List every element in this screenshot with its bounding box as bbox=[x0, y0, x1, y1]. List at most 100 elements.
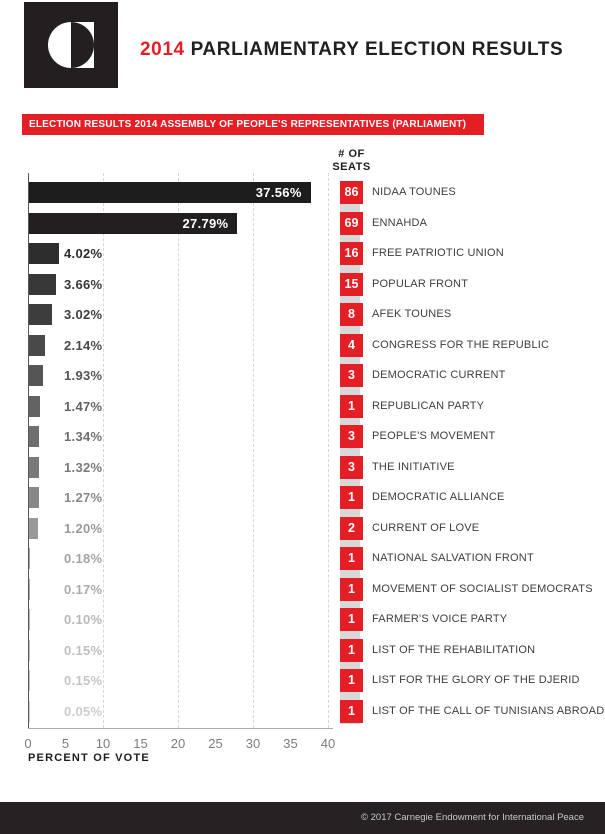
gridline bbox=[103, 173, 104, 728]
footer-bar: © 2017 Carnegie Endowment for Internatio… bbox=[0, 802, 605, 834]
x-tick-label: 5 bbox=[61, 736, 70, 751]
vote-bar bbox=[29, 182, 311, 203]
party-label: NATIONAL SALVATION FRONT bbox=[372, 552, 534, 564]
vote-percent-label: 3.02% bbox=[64, 307, 103, 322]
seats-badge: 1 bbox=[340, 608, 363, 631]
seats-badge: 1 bbox=[340, 638, 363, 662]
party-label: ENNAHDA bbox=[372, 216, 428, 229]
seats-column-header: # OF SEATS bbox=[311, 148, 392, 174]
party-label: LIST OF THE REHABILITATION bbox=[372, 643, 536, 656]
gridline bbox=[328, 173, 329, 728]
section-banner: ELECTION RESULTS 2014 ASSEMBLY OF PEOPLE… bbox=[22, 114, 484, 135]
vote-percent-label: 1.20% bbox=[64, 520, 103, 536]
party-label: FREE PATRIOTIC UNION bbox=[372, 247, 504, 259]
x-axis bbox=[28, 728, 333, 729]
vote-percent-label: 4.02% bbox=[64, 246, 103, 261]
vote-bar bbox=[29, 304, 52, 325]
seats-badge: 2 bbox=[340, 516, 363, 540]
y-axis bbox=[28, 173, 29, 728]
vote-bar bbox=[29, 639, 31, 661]
seats-header-line1: # OF bbox=[338, 148, 365, 160]
seats-badge: 4 bbox=[340, 333, 363, 357]
party-label: FARMER'S VOICE PARTY bbox=[372, 613, 508, 625]
party-label: PEOPLE'S MOVEMENT bbox=[372, 430, 496, 442]
party-label: THE INITIATIVE bbox=[372, 460, 455, 473]
x-tick-label: 25 bbox=[208, 736, 223, 751]
seats-badge: 1 bbox=[340, 547, 363, 570]
vote-percent-label: 0.10% bbox=[64, 612, 103, 627]
seats-badge: 8 bbox=[340, 303, 363, 326]
vote-bar bbox=[29, 517, 38, 539]
seats-badge: 3 bbox=[340, 425, 363, 448]
party-label: DEMOCRATIC CURRENT bbox=[372, 369, 506, 381]
seats-badge: 3 bbox=[340, 455, 363, 479]
x-tick-label: 35 bbox=[283, 736, 298, 751]
vote-percent-label: 27.79% bbox=[182, 215, 229, 231]
vote-percent-label: 0.15% bbox=[64, 642, 103, 658]
seats-badge: 1 bbox=[340, 486, 363, 509]
title-year: 2014 bbox=[140, 39, 185, 60]
party-label: NIDAA TOUNES bbox=[372, 186, 456, 198]
party-label: DEMOCRATIC ALLIANCE bbox=[372, 491, 505, 503]
vote-percent-label: 1.32% bbox=[64, 459, 103, 475]
vote-bar bbox=[29, 548, 31, 569]
x-tick-label: 30 bbox=[245, 736, 261, 751]
vote-percent-label: 0.17% bbox=[64, 581, 103, 597]
vote-percent-label: 1.47% bbox=[64, 398, 103, 414]
seats-badge: 69 bbox=[340, 211, 363, 235]
seats-badge: 1 bbox=[340, 577, 363, 601]
vote-bar bbox=[29, 365, 44, 386]
vote-percent-label: 1.34% bbox=[64, 429, 103, 444]
vote-percent-label: 37.56% bbox=[255, 185, 302, 200]
vote-bar bbox=[29, 334, 46, 356]
party-label: LIST OF THE CALL OF TUNISIANS ABROAD bbox=[372, 704, 605, 717]
vote-percent-label: 0.18% bbox=[64, 551, 103, 566]
vote-bar bbox=[29, 395, 41, 417]
carnegie-logo bbox=[24, 2, 118, 88]
x-tick-label: 15 bbox=[133, 736, 148, 751]
seats-badge: 15 bbox=[340, 272, 363, 296]
vote-percent-label: 1.93% bbox=[64, 368, 103, 383]
vote-percent-label: 3.66% bbox=[64, 276, 103, 292]
party-label: CONGRESS FOR THE REPUBLIC bbox=[372, 338, 550, 351]
party-label: REPUBLICAN PARTY bbox=[372, 399, 485, 412]
vote-bar bbox=[29, 578, 31, 600]
x-axis-label: PERCENT OF VOTE bbox=[28, 752, 150, 764]
page-title: 2014 PARLIAMENTARY ELECTION RESULTS bbox=[140, 38, 563, 61]
party-label: CURRENT OF LOVE bbox=[372, 521, 480, 534]
seats-header-line2: SEATS bbox=[332, 161, 371, 173]
vote-bar bbox=[29, 609, 30, 630]
copyright-text: © 2017 Carnegie Endowment for Internatio… bbox=[361, 812, 584, 823]
party-label: POPULAR FRONT bbox=[372, 277, 469, 290]
party-label: AFEK TOUNES bbox=[372, 308, 452, 320]
vote-bar bbox=[29, 670, 31, 691]
vote-percent-label: 0.15% bbox=[64, 673, 103, 688]
vote-percent-label: 2.14% bbox=[64, 337, 103, 353]
vote-bar bbox=[29, 456, 39, 478]
x-tick-label: 40 bbox=[320, 736, 336, 751]
seats-badge: 3 bbox=[340, 364, 363, 387]
seats-badge: 1 bbox=[340, 394, 363, 418]
x-tick-label: 0 bbox=[24, 736, 32, 751]
x-tick-label: 20 bbox=[170, 736, 186, 751]
vote-bar bbox=[29, 243, 60, 264]
seats-badge: 1 bbox=[340, 699, 363, 723]
party-label: LIST FOR THE GLORY OF THE DJERID bbox=[372, 674, 580, 686]
vote-bar bbox=[29, 700, 30, 722]
logo-circle-left-half bbox=[48, 22, 71, 68]
x-tick-label: 10 bbox=[95, 736, 111, 751]
vote-bar bbox=[29, 487, 39, 508]
title-text: PARLIAMENTARY ELECTION RESULTS bbox=[190, 39, 564, 60]
vote-bar bbox=[29, 426, 40, 447]
gridline bbox=[253, 173, 254, 728]
vote-percent-label: 1.27% bbox=[64, 490, 103, 505]
vote-bar bbox=[29, 212, 238, 234]
vote-percent-label: 0.05% bbox=[64, 703, 103, 719]
vote-bar bbox=[29, 273, 57, 295]
gridline bbox=[178, 173, 179, 728]
logo-circle-right-half bbox=[71, 22, 94, 68]
seats-badge: 86 bbox=[340, 181, 363, 204]
seats-badge: 16 bbox=[340, 242, 363, 265]
